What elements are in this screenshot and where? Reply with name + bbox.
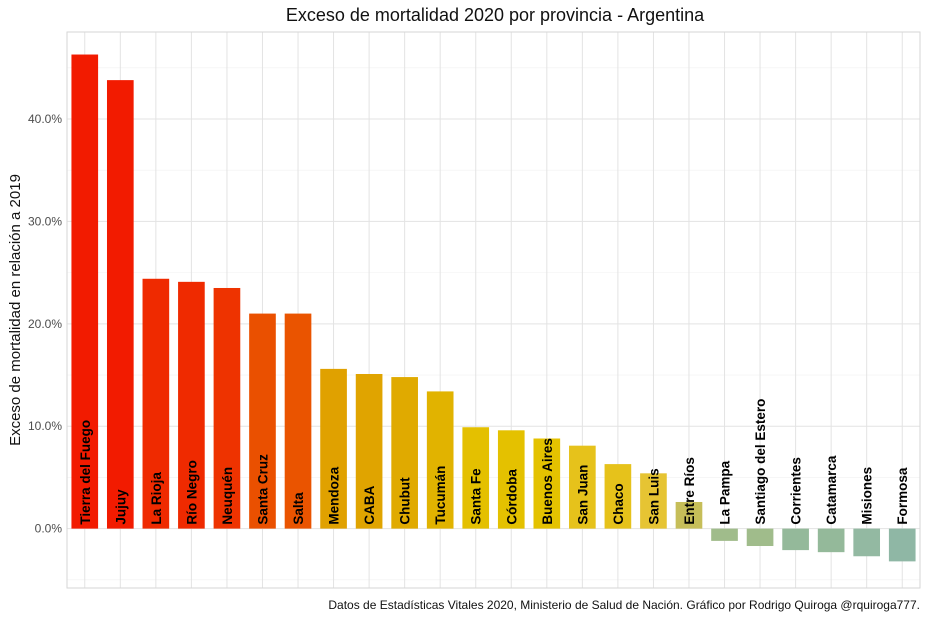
bar-label: La Pampa <box>718 460 733 524</box>
bar-label: Santa Cruz <box>255 454 270 525</box>
bar-label: Chubut <box>398 477 413 525</box>
y-tick-label: 30.0% <box>28 214 62 228</box>
bar <box>604 464 632 529</box>
bar <box>640 473 667 529</box>
bar <box>106 80 134 529</box>
chart-caption: Datos de Estadísticas Vitales 2020, Mini… <box>328 598 920 612</box>
bar <box>213 287 241 529</box>
bar <box>391 377 418 529</box>
bar-label: San Juan <box>575 465 590 525</box>
chart-title: Exceso de mortalidad 2020 por provincia … <box>286 5 705 25</box>
bar <box>675 501 703 529</box>
bar-label: Catamarca <box>824 455 839 525</box>
bar <box>782 528 809 551</box>
bar-label: Jujuy <box>113 489 128 525</box>
bar-label: Entre Ríos <box>682 457 697 525</box>
bar-label: San Luis <box>646 468 661 524</box>
y-tick-label: 20.0% <box>28 317 62 331</box>
bar <box>533 438 561 529</box>
bar <box>355 373 383 529</box>
bar-labels: Tierra del Fuego Jujuy La Rioja Río Negro Ne… <box>78 399 910 525</box>
bar <box>249 313 276 529</box>
bar <box>284 313 312 529</box>
bar-label: CABA <box>362 485 377 524</box>
bar-label: Tierra del Fuego <box>78 420 93 525</box>
bar-label: Buenos Aires <box>540 438 555 525</box>
y-tick-label: 0.0% <box>35 522 63 536</box>
bar-label: La Rioja <box>149 472 164 525</box>
bar <box>178 281 205 529</box>
y-axis-ticks: 0.0% 10.0% 20.0% 30.0% 40.0% <box>28 112 62 536</box>
bar <box>462 427 490 529</box>
bar <box>320 368 347 529</box>
bar <box>853 528 881 557</box>
bar <box>426 391 454 529</box>
bar-label: Santiago del Estero <box>753 399 768 525</box>
bar <box>888 528 916 562</box>
bar <box>569 445 596 529</box>
bar <box>711 528 738 541</box>
bar-label: Chaco <box>611 483 626 524</box>
bar-label: Salta <box>291 492 306 525</box>
bar <box>71 54 99 529</box>
y-axis-label: Exceso de mortalidad en relación a 2019 <box>7 174 24 446</box>
bar <box>746 528 774 547</box>
bar <box>817 528 845 553</box>
bar <box>142 278 170 529</box>
bars <box>71 54 916 562</box>
bar-label: Córdoba <box>504 469 519 525</box>
bar-label: Misiones <box>860 467 875 525</box>
bar-label: Santa Fe <box>469 468 484 525</box>
bar-label: Neuquén <box>220 467 235 525</box>
y-tick-label: 40.0% <box>28 112 62 126</box>
bar-label: Mendoza <box>327 466 342 524</box>
y-tick-label: 10.0% <box>28 419 62 433</box>
bar-label: Río Negro <box>184 460 199 525</box>
bar-label: Tucumán <box>433 466 448 525</box>
bar-label: Corrientes <box>789 457 804 525</box>
bar-label: Formosa <box>895 467 910 525</box>
bar <box>497 430 525 529</box>
plot-panel-border <box>66 31 921 589</box>
